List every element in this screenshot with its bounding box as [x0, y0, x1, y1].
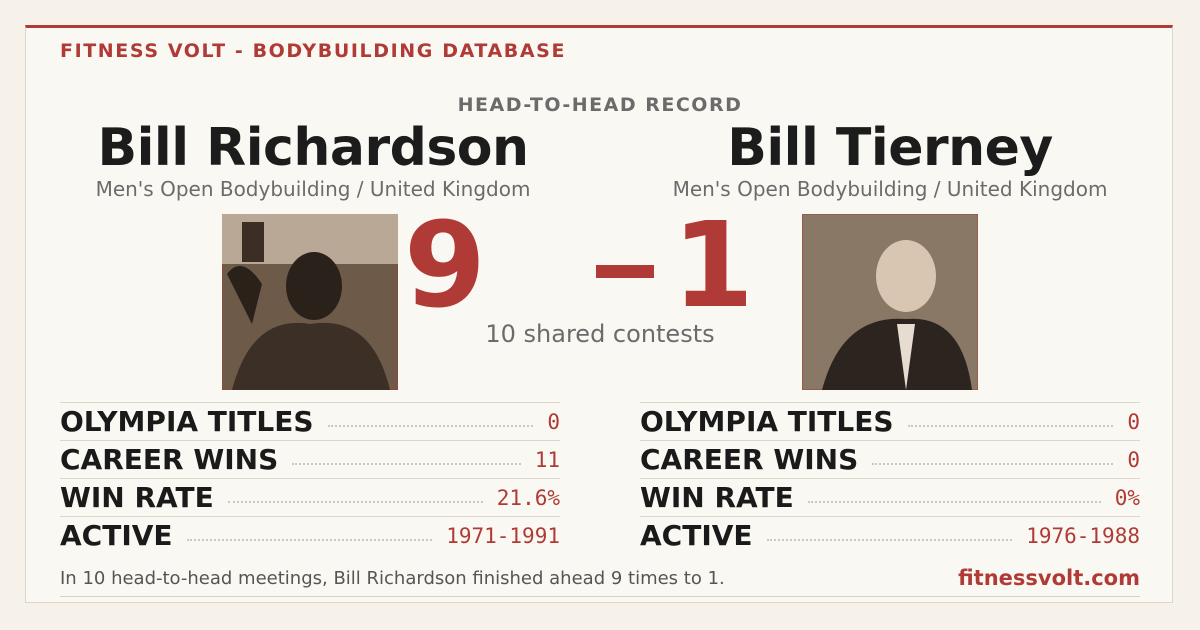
stat-row: WIN RATE 0%	[640, 478, 1140, 516]
leader	[292, 462, 521, 465]
stat-value: 1976-1988	[1026, 523, 1140, 548]
stats: OLYMPIA TITLES 0 CAREER WINS 11 WIN RATE 21.6…	[60, 402, 560, 554]
site-link[interactable]: fitnessvolt.com	[958, 566, 1140, 590]
score: 9	[403, 196, 486, 334]
stat-label: OLYMPIA TITLES	[60, 405, 314, 438]
stat-value: 0	[1127, 447, 1140, 472]
stat-value: 0	[1127, 409, 1140, 434]
leader	[807, 500, 1101, 503]
stat-value: 21.6%	[496, 485, 560, 510]
leader	[872, 462, 1114, 465]
athlete-name: Bill Richardson	[97, 118, 529, 178]
leader	[907, 424, 1114, 427]
stat-label: WIN RATE	[640, 481, 794, 514]
stat-label: ACTIVE	[60, 519, 173, 552]
stat-label: CAREER WINS	[640, 443, 859, 476]
stat-row: OLYMPIA TITLES 0	[60, 402, 560, 440]
leader	[766, 538, 1013, 541]
score: 1	[672, 196, 755, 334]
athlete-division: Men's Open Bodybuilding / United Kingdom	[95, 177, 531, 201]
stat-row: OLYMPIA TITLES 0	[640, 402, 1140, 440]
athlete-name: Bill Tierney	[727, 118, 1053, 178]
stat-label: OLYMPIA TITLES	[640, 405, 894, 438]
leader	[227, 500, 483, 503]
stat-value: 0	[547, 409, 560, 434]
rule	[60, 596, 1140, 597]
stats: OLYMPIA TITLES 0 CAREER WINS 0 WIN RATE 0% ACT…	[640, 402, 1140, 554]
stat-row: CAREER WINS 11	[60, 440, 560, 478]
kicker: HEAD-TO-HEAD RECORD	[457, 94, 743, 116]
card	[25, 25, 1173, 603]
stat-row: ACTIVE 1971-1991	[60, 516, 560, 554]
stat-label: WIN RATE	[60, 481, 214, 514]
stat-value: 1971-1991	[446, 523, 560, 548]
athlete-photo	[222, 214, 398, 390]
summary: In 10 head-to-head meetings, Bill Richar…	[60, 568, 725, 589]
brand: FITNESS VOLT - BODYBUILDING DATABASE	[60, 40, 567, 62]
stat-value: 11	[534, 447, 560, 472]
leader	[327, 424, 534, 427]
score-dash	[596, 265, 654, 278]
athlete-division: Men's Open Bodybuilding / United Kingdom	[672, 177, 1108, 201]
stat-label: CAREER WINS	[60, 443, 279, 476]
leader	[186, 538, 433, 541]
stat-row: CAREER WINS 0	[640, 440, 1140, 478]
shared-contests: 10 shared contests	[485, 320, 715, 348]
stat-row: ACTIVE 1976-1988	[640, 516, 1140, 554]
stat-row: WIN RATE 21.6%	[60, 478, 560, 516]
stat-label: ACTIVE	[640, 519, 753, 552]
athlete-photo	[802, 214, 978, 390]
stat-value: 0%	[1114, 485, 1140, 510]
